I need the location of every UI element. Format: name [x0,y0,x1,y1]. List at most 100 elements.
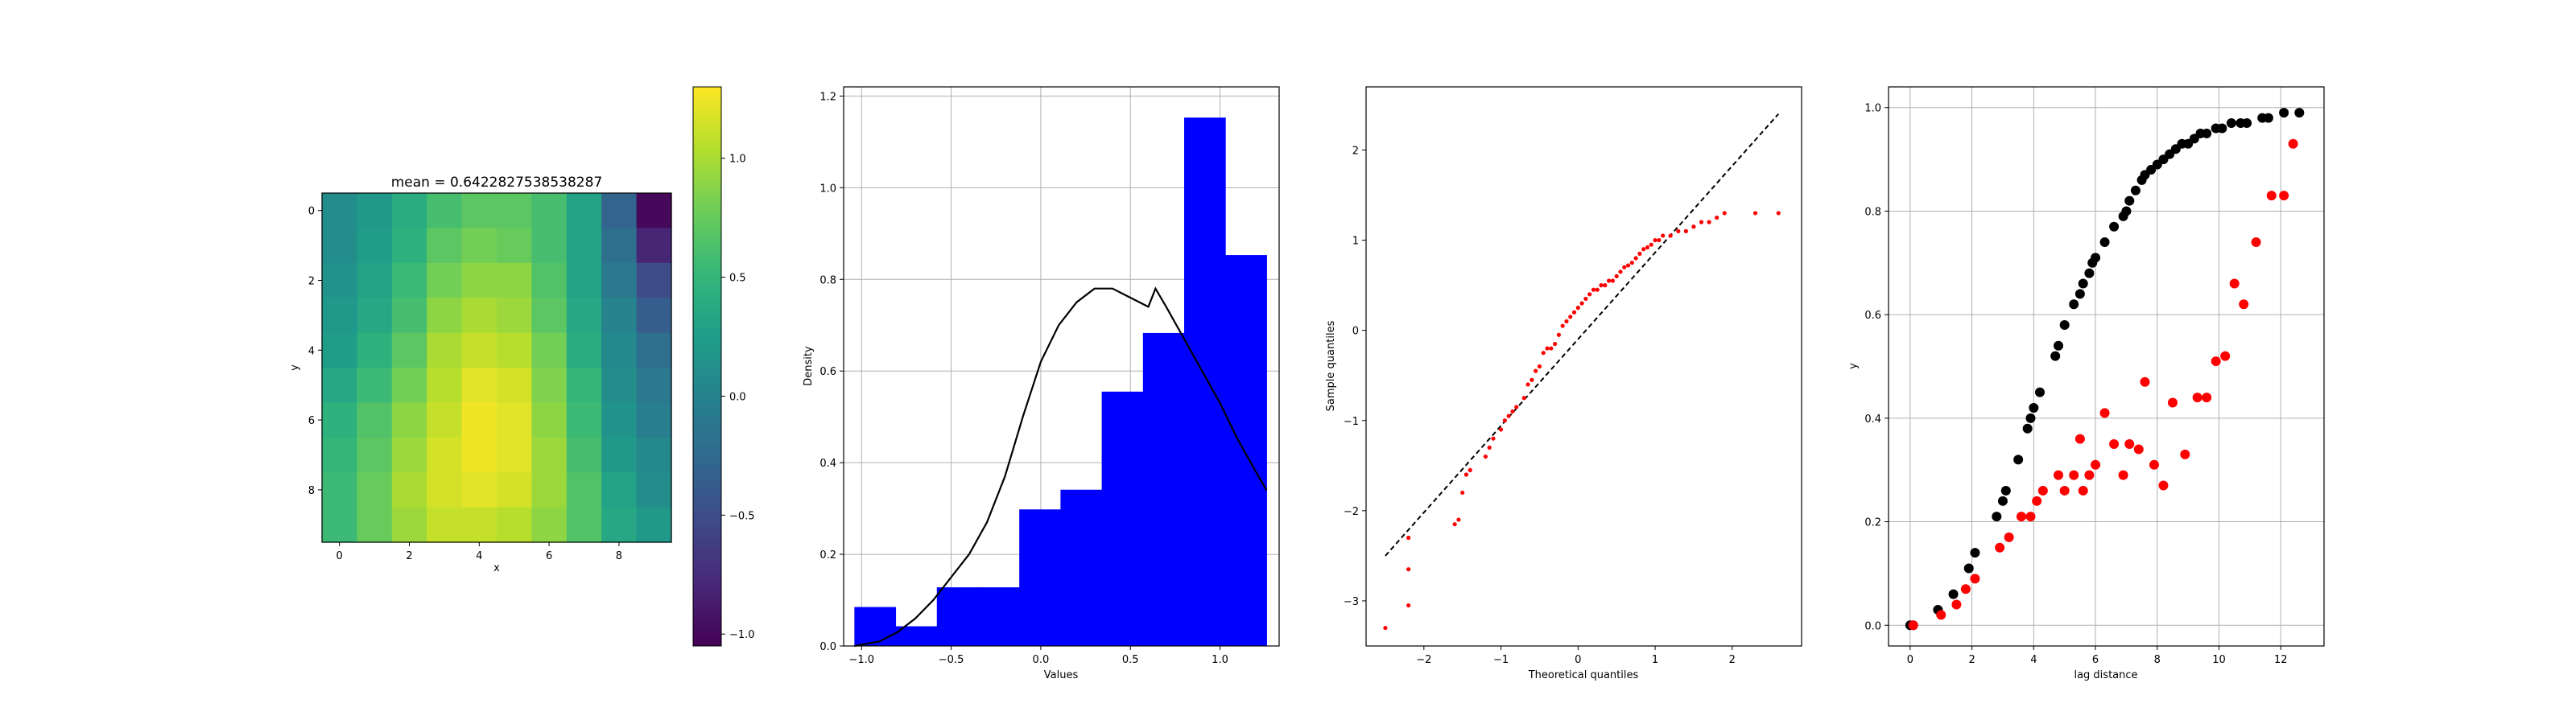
black-point [2091,253,2101,263]
heatmap-cell [531,507,568,543]
colorbar: 1.0 0.5 0.0 −0.5 −1.0 [692,86,755,647]
variogram-y-label: y [1847,363,1860,369]
qq-y-ticks: −3 −2 −1 0 1 2 [1344,145,1366,608]
qq-point [1641,247,1646,252]
x-tick-label: 4 [2030,654,2037,666]
y-tick-label: 4 [308,345,315,357]
heatmap-cell [566,402,602,438]
heatmap-cell [391,193,427,228]
red-point [1951,599,1962,610]
y-tick-label: 8 [308,485,315,497]
qq-point [1661,233,1666,238]
qq-point [1637,251,1642,256]
heatmap-cell [566,437,602,473]
qq-point [1752,211,1758,216]
x-tick-label: −1 [1493,654,1509,666]
heatmap-cell [636,507,672,543]
histogram-bar [1101,391,1144,646]
qq-point [1614,274,1619,279]
heatmap-cell [322,332,357,368]
red-point [2004,532,2014,542]
x-tick-label: 0 [336,550,343,562]
heatmap-cell [357,332,393,368]
heatmap-cell [531,262,568,298]
heatmap-cell [391,437,427,473]
heatmap-cell [427,332,463,368]
heatmap-cell [601,437,638,473]
heatmap-cell [391,262,427,298]
heatmap-cell [497,332,532,368]
y-tick-label: −2 [1344,506,1359,518]
black-point [1970,548,1980,558]
heatmap-cell [601,472,638,508]
colorbar-tick-label: −0.5 [729,510,755,522]
qq-point [1568,315,1573,319]
x-tick-label: 1.0 [1212,654,1228,666]
black-point [2202,128,2212,138]
y-tick-label: 1.0 [1864,103,1881,115]
colorbar-tick-label: 1.0 [729,154,746,166]
qq-point [1649,242,1653,247]
red-point [2202,393,2212,403]
black-point [2084,268,2095,278]
heatmap-cell [427,402,463,438]
heatmap-cell [566,368,602,403]
heatmap-cell [531,368,568,403]
heatmap-cell [601,298,638,334]
red-point [2124,439,2135,450]
qq-point [1521,396,1526,401]
red-point [2266,191,2277,201]
heatmap-cell [531,437,568,473]
heatmap-cell [497,507,532,543]
heatmap-cell [391,507,427,543]
heatmap-cell [322,507,357,543]
qq-point [1587,292,1592,297]
histogram-bar [854,607,897,646]
colorbar-tick-label: 0.0 [729,391,746,403]
histogram-x-ticks: −1.0 −0.5 0.0 0.5 1.0 [848,646,1228,666]
heatmap-cell [427,228,463,264]
qq-point [1776,211,1781,216]
heatmap-cell [322,368,357,403]
qq-point [1483,454,1488,459]
variogram-panel: 0 2 4 6 8 10 12 0.0 0.2 0.4 0.6 0.8 1.0 lag distanc… [1847,86,2325,681]
qq-point [1603,283,1608,288]
qq-point [1722,211,1727,216]
qq-point [1460,490,1465,496]
black-point [2050,351,2061,361]
heatmap-cell [497,228,532,264]
red-point [1960,584,1971,594]
red-point [2118,470,2128,480]
x-tick-label: −1.0 [848,654,874,666]
heatmap-cell [566,298,602,334]
red-point [2054,470,2064,480]
x-tick-label: 12 [2274,654,2288,666]
x-tick-label: 8 [616,550,622,562]
heatmap-cell [531,228,568,264]
red-point [2211,356,2221,367]
histogram-bar [1225,255,1267,646]
heatmap-cell [461,472,497,508]
black-point [2013,455,2024,465]
x-tick-label: 0 [1575,654,1581,666]
heatmap-cell [357,507,393,543]
heatmap-cell [322,437,357,473]
black-point [2069,299,2079,310]
y-tick-label: 0.2 [819,549,836,562]
black-point [1997,496,2008,506]
black-point [2035,387,2046,397]
heatmap-cell [497,193,532,228]
qq-point [1595,287,1600,292]
y-tick-label: 1.2 [819,91,836,103]
qq-point [1607,278,1612,283]
heatmap-cell [357,437,393,473]
qq-point [1668,233,1673,238]
qq-point [1571,310,1577,315]
y-tick-label: 0.2 [1864,517,1881,529]
heatmap-cell [497,368,532,403]
qq-point [1629,260,1634,265]
y-tick-label: −3 [1344,596,1359,608]
qq-point [1491,436,1496,441]
heatmap-cell [322,472,357,508]
heatmap-cell [461,402,497,438]
